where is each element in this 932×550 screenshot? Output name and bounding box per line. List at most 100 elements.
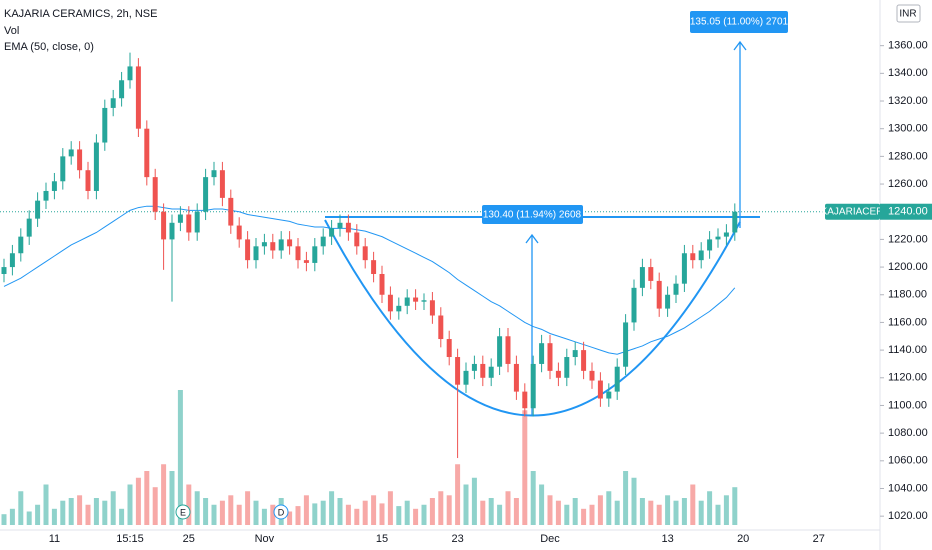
volume-bar bbox=[673, 500, 679, 525]
volume-bar bbox=[203, 498, 209, 525]
candle-body bbox=[614, 366, 620, 392]
candle-body bbox=[597, 380, 603, 399]
candle-body bbox=[303, 260, 309, 263]
candle-body bbox=[51, 181, 57, 191]
volume-bar bbox=[35, 504, 41, 525]
symbol-label: KAJARIACER bbox=[821, 206, 884, 217]
candle-body bbox=[639, 267, 645, 288]
candle-body bbox=[345, 222, 351, 233]
candle-body bbox=[656, 280, 662, 309]
candle-body bbox=[396, 305, 402, 312]
candle-body bbox=[312, 246, 318, 263]
volume-bar bbox=[194, 491, 200, 525]
arrow-head bbox=[733, 40, 747, 51]
candle-body bbox=[421, 300, 427, 302]
event-marker[interactable] bbox=[273, 504, 289, 520]
volume-bar bbox=[530, 471, 536, 525]
volume-bar bbox=[303, 495, 309, 525]
legend-ema: EMA (50, close, 0) bbox=[4, 41, 94, 53]
candle-body bbox=[278, 239, 284, 251]
event-label: E bbox=[180, 507, 186, 517]
candle-body bbox=[219, 170, 225, 198]
volume-bar bbox=[379, 503, 385, 525]
volume-bar bbox=[488, 498, 494, 525]
volume-bar bbox=[186, 484, 192, 525]
volume-bar bbox=[606, 491, 612, 525]
volume-bar bbox=[404, 500, 410, 525]
volume-bar bbox=[26, 511, 32, 525]
candle-body bbox=[589, 370, 595, 381]
volume-bar bbox=[43, 484, 49, 525]
y-tick-label: 1020.00 bbox=[888, 510, 928, 522]
volume-bar bbox=[589, 504, 595, 525]
candle-body bbox=[648, 267, 654, 281]
volume-bar bbox=[127, 484, 133, 525]
volume-bar bbox=[362, 500, 368, 525]
y-tick-label: 1280.00 bbox=[888, 150, 928, 162]
volume-bar bbox=[312, 503, 318, 525]
volume-bar bbox=[572, 498, 578, 525]
volume-bar bbox=[261, 508, 267, 525]
volume-bar bbox=[371, 495, 377, 525]
candle-body bbox=[681, 253, 687, 284]
last-price-label: 1240.00 bbox=[888, 206, 928, 218]
candle-body bbox=[623, 322, 629, 367]
volume-bar bbox=[253, 500, 259, 525]
candle-body bbox=[102, 107, 108, 143]
candle-body bbox=[698, 250, 704, 261]
chart-title: KAJARIA CERAMICS, 2h, NSE bbox=[4, 8, 157, 20]
volume-bar bbox=[245, 491, 251, 525]
volume-bar bbox=[597, 495, 603, 525]
y-tick-label: 1080.00 bbox=[888, 427, 928, 439]
y-tick-label: 1360.00 bbox=[888, 40, 928, 52]
y-tick-label: 1120.00 bbox=[888, 372, 927, 384]
volume-bar bbox=[152, 487, 158, 525]
event-marker[interactable] bbox=[175, 504, 191, 520]
volume-bar bbox=[102, 500, 108, 525]
volume-bar bbox=[9, 508, 15, 525]
candle-body bbox=[354, 232, 360, 247]
volume-bar bbox=[18, 491, 24, 525]
y-tick-label: 1260.00 bbox=[888, 178, 928, 190]
y-tick-label: 1320.00 bbox=[888, 95, 928, 107]
symbol-box bbox=[825, 203, 880, 220]
candle-body bbox=[513, 363, 519, 392]
legend-volume: Vol bbox=[4, 25, 19, 37]
candle-body bbox=[177, 214, 183, 223]
volume-bar bbox=[228, 495, 234, 525]
candle-body bbox=[110, 98, 116, 108]
volume-bar bbox=[169, 471, 175, 525]
candle-body bbox=[169, 222, 175, 240]
candle-body bbox=[26, 218, 32, 237]
candle-body bbox=[379, 273, 385, 295]
volume-bar bbox=[581, 508, 587, 525]
candle-body bbox=[488, 366, 494, 378]
y-tick-label: 1300.00 bbox=[888, 123, 928, 135]
candle-body bbox=[295, 246, 301, 261]
volume-bar bbox=[161, 464, 167, 525]
volume-bar bbox=[329, 491, 335, 525]
currency-box bbox=[896, 4, 921, 23]
volume-bar bbox=[438, 491, 444, 525]
candle-body bbox=[287, 239, 293, 247]
event-label: D bbox=[278, 507, 285, 517]
x-tick-label: 25 bbox=[183, 533, 195, 545]
candle-body bbox=[404, 297, 410, 306]
candle-body bbox=[522, 391, 528, 409]
volume-bar bbox=[614, 500, 620, 525]
candle-body bbox=[85, 170, 91, 191]
candle-body bbox=[43, 190, 49, 201]
candle-body bbox=[715, 236, 721, 240]
volume-bar bbox=[471, 477, 477, 525]
candle-body bbox=[228, 197, 234, 226]
y-tick-label: 1200.00 bbox=[888, 261, 928, 273]
candle-body bbox=[471, 363, 477, 371]
volume-bar bbox=[287, 511, 293, 525]
volume-bar bbox=[295, 506, 301, 525]
candle-body bbox=[547, 343, 553, 371]
volume-bar bbox=[690, 484, 696, 525]
y-tick-label: 1040.00 bbox=[888, 482, 928, 494]
volume-bar bbox=[707, 491, 713, 525]
x-tick-label: 13 bbox=[661, 533, 673, 545]
volume-bar bbox=[429, 498, 435, 525]
